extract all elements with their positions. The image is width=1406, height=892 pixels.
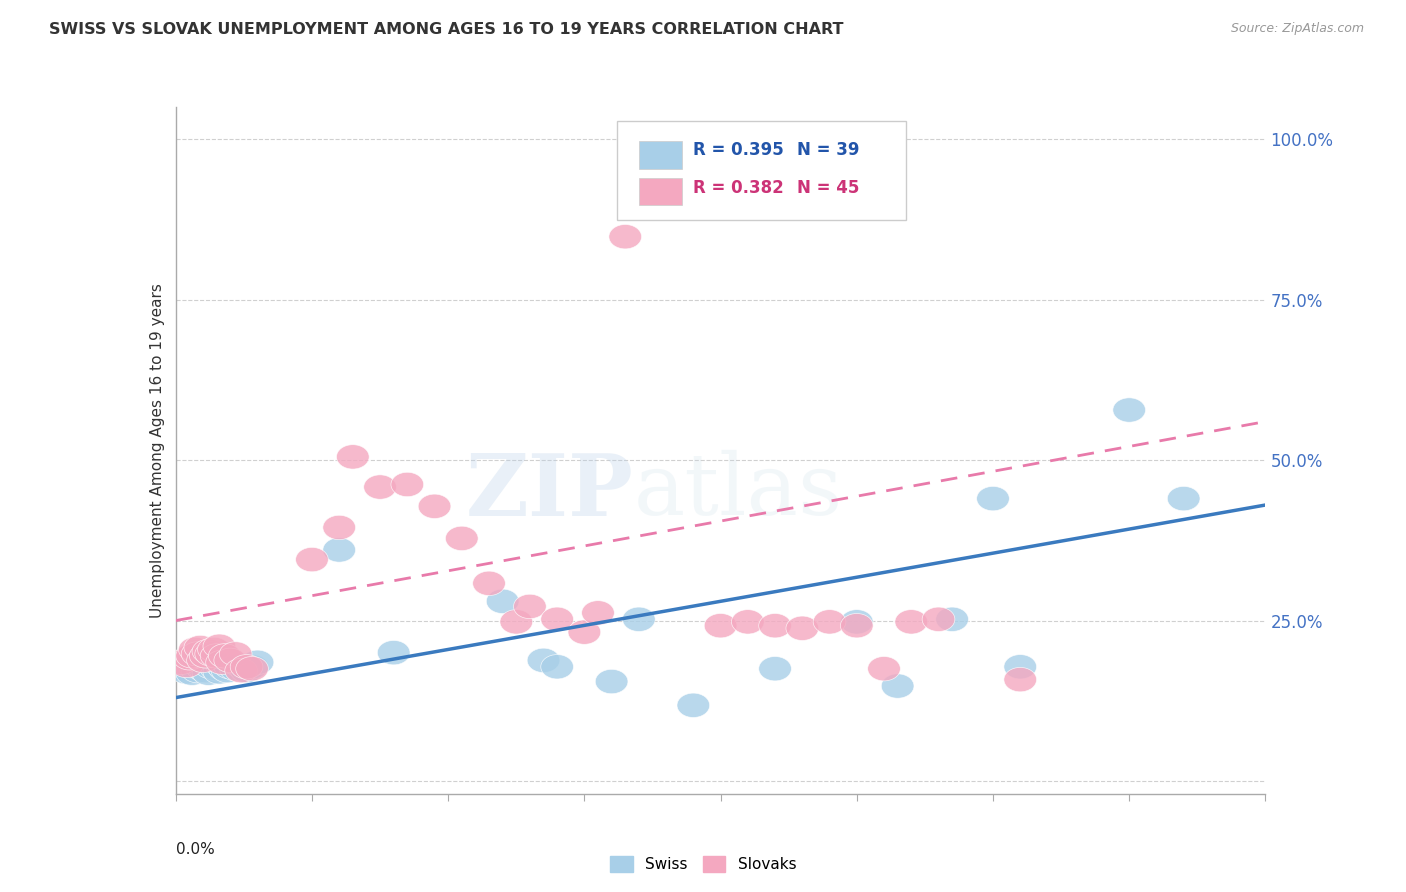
Ellipse shape [181,658,214,683]
Ellipse shape [609,225,641,249]
Ellipse shape [184,653,217,678]
Ellipse shape [197,652,231,676]
Ellipse shape [446,526,478,550]
Ellipse shape [219,657,252,681]
Ellipse shape [242,650,274,674]
Ellipse shape [595,669,628,694]
Ellipse shape [208,644,242,668]
Ellipse shape [214,655,246,679]
Ellipse shape [179,637,211,662]
Ellipse shape [1004,667,1036,692]
Ellipse shape [731,609,765,634]
Ellipse shape [623,607,655,632]
FancyBboxPatch shape [638,178,682,205]
Ellipse shape [190,644,222,668]
Ellipse shape [1004,655,1036,679]
Ellipse shape [1114,398,1146,422]
Y-axis label: Unemployment Among Ages 16 to 19 years: Unemployment Among Ages 16 to 19 years [149,283,165,618]
Ellipse shape [195,641,228,666]
Ellipse shape [170,660,202,684]
Ellipse shape [582,600,614,625]
Ellipse shape [418,494,451,518]
Ellipse shape [364,475,396,500]
Text: ZIP: ZIP [465,450,633,533]
Ellipse shape [176,661,208,685]
Ellipse shape [501,609,533,634]
Ellipse shape [336,445,370,469]
Ellipse shape [202,660,236,684]
Ellipse shape [513,594,546,619]
Ellipse shape [205,650,239,674]
Ellipse shape [197,637,231,662]
Ellipse shape [184,635,217,660]
Ellipse shape [211,658,243,683]
Ellipse shape [472,571,505,596]
Ellipse shape [841,614,873,638]
Ellipse shape [202,634,236,658]
Ellipse shape [173,646,205,670]
Text: Source: ZipAtlas.com: Source: ZipAtlas.com [1230,22,1364,36]
Text: SWISS VS SLOVAK UNEMPLOYMENT AMONG AGES 16 TO 19 YEARS CORRELATION CHART: SWISS VS SLOVAK UNEMPLOYMENT AMONG AGES … [49,22,844,37]
Ellipse shape [868,657,900,681]
Ellipse shape [236,657,269,681]
Ellipse shape [225,653,257,678]
Ellipse shape [1167,486,1201,511]
Ellipse shape [882,673,914,698]
Ellipse shape [195,655,228,679]
Ellipse shape [205,653,239,678]
Ellipse shape [187,648,219,673]
Ellipse shape [200,644,233,668]
Ellipse shape [187,657,219,681]
Ellipse shape [190,658,222,683]
Ellipse shape [173,652,205,676]
FancyBboxPatch shape [638,141,682,169]
Ellipse shape [181,641,214,666]
Legend: Swiss, Slovaks: Swiss, Slovaks [602,848,804,880]
Ellipse shape [377,640,411,665]
Ellipse shape [225,658,257,683]
Text: atlas: atlas [633,450,842,533]
Text: R = 0.382: R = 0.382 [693,179,785,197]
Ellipse shape [179,655,211,679]
Ellipse shape [541,655,574,679]
Ellipse shape [704,614,737,638]
Ellipse shape [231,655,263,679]
Ellipse shape [527,648,560,673]
Text: 0.0%: 0.0% [176,842,215,857]
Ellipse shape [323,538,356,562]
Ellipse shape [219,641,252,666]
Ellipse shape [568,620,600,644]
Text: R = 0.395: R = 0.395 [693,141,785,160]
Ellipse shape [936,607,969,632]
Ellipse shape [678,693,710,717]
Ellipse shape [541,607,574,632]
Ellipse shape [295,548,329,572]
Ellipse shape [922,607,955,632]
Text: N = 39: N = 39 [797,141,859,160]
Ellipse shape [786,616,818,640]
Ellipse shape [486,589,519,614]
Ellipse shape [165,657,197,681]
Ellipse shape [323,516,356,540]
Ellipse shape [896,609,928,634]
Ellipse shape [759,657,792,681]
Ellipse shape [170,653,202,678]
Text: N = 45: N = 45 [797,179,859,197]
Ellipse shape [813,609,846,634]
Ellipse shape [208,657,242,681]
FancyBboxPatch shape [617,120,905,220]
Ellipse shape [193,661,225,685]
Ellipse shape [176,644,208,668]
Ellipse shape [391,472,423,497]
Ellipse shape [231,658,263,683]
Ellipse shape [759,614,792,638]
Ellipse shape [977,486,1010,511]
Ellipse shape [214,648,246,673]
Ellipse shape [841,609,873,634]
Ellipse shape [200,657,233,681]
Ellipse shape [193,640,225,664]
Ellipse shape [165,650,197,674]
Ellipse shape [236,655,269,679]
